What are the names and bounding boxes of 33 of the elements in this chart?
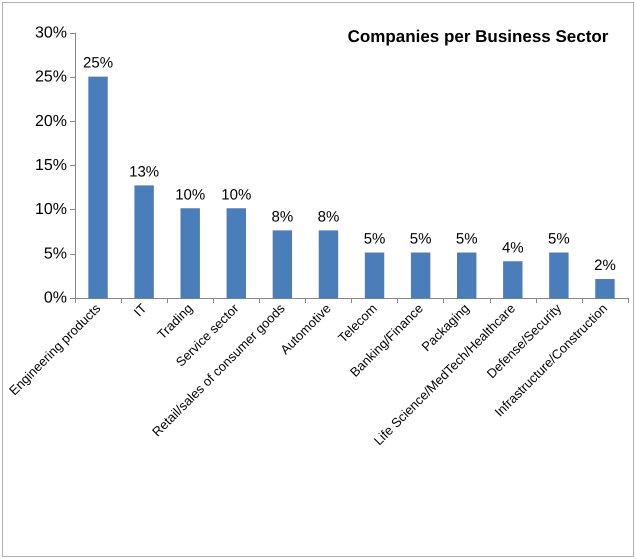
data-label: 2%: [594, 256, 616, 274]
data-label: 13%: [129, 163, 160, 180]
bar: [410, 252, 430, 298]
bar: [226, 208, 246, 298]
bar: [364, 252, 384, 298]
bar: [456, 252, 476, 298]
y-tick-label: 0%: [44, 290, 67, 306]
bar: [272, 230, 292, 298]
y-tick-label: 15%: [34, 157, 67, 174]
data-label: 5%: [548, 230, 570, 248]
data-label: 5%: [456, 230, 478, 248]
y-tick-label: 30%: [34, 24, 67, 42]
bar: [318, 230, 338, 298]
y-tick-label: 5%: [44, 245, 67, 262]
data-label: 5%: [410, 230, 432, 248]
bar: [595, 278, 615, 298]
data-label: 25%: [83, 54, 114, 72]
bar: [549, 252, 569, 298]
data-label: 10%: [221, 186, 252, 204]
bar: [180, 208, 200, 298]
data-label: 4%: [502, 239, 524, 256]
data-label: 10%: [175, 186, 206, 204]
y-tick-label: 25%: [34, 68, 67, 86]
y-tick-label: 10%: [34, 201, 67, 218]
bar: [134, 185, 154, 298]
data-label: 8%: [318, 208, 340, 226]
y-tick-label: 20%: [34, 112, 67, 130]
bar: [88, 76, 108, 298]
x-tick-label: IT: [130, 300, 150, 320]
data-label: 5%: [364, 230, 386, 248]
data-label: 8%: [272, 208, 294, 226]
chart-title: Companies per Business Sector: [348, 27, 609, 46]
bar: [503, 261, 523, 298]
